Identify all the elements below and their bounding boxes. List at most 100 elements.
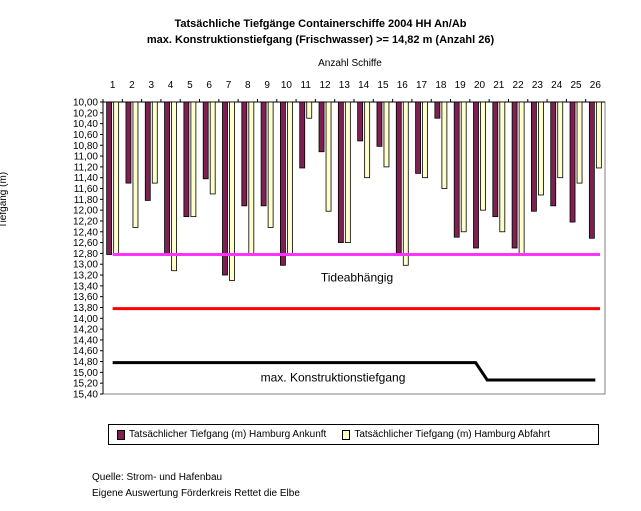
y-tick-label: 12,00: [73, 206, 98, 217]
bar-departure: [132, 101, 139, 228]
x-tick-label: 13: [339, 80, 351, 91]
bar-departure: [151, 101, 158, 184]
plot-area: [102, 101, 606, 395]
bar-departure: [190, 101, 197, 218]
x-tick-label: 8: [245, 80, 251, 91]
bar-arrival: [260, 101, 267, 207]
x-tick-label: 2: [129, 80, 135, 91]
x-tick-label: 9: [264, 80, 270, 91]
x-tick-label: 21: [493, 80, 505, 91]
legend-swatch-arrival: [117, 429, 125, 440]
bar-departure: [499, 101, 506, 233]
x-tick-label: 5: [187, 80, 193, 91]
bar-departure: [441, 101, 448, 189]
bar-arrival: [241, 101, 248, 207]
bar-departure: [364, 101, 371, 179]
bar-arrival: [318, 101, 325, 153]
source-note: Quelle: Strom- und Hafenbau: [92, 472, 223, 483]
x-tick-label: 26: [590, 80, 602, 91]
max-draft-label: max. Konstruktionstiefgang: [261, 371, 406, 385]
bar-arrival: [183, 101, 190, 218]
legend-label-arrival: Tatsächlicher Tiefgang (m) Hamburg Ankun…: [129, 429, 327, 440]
bar-departure: [113, 101, 120, 255]
x-tick-label: 15: [377, 80, 389, 91]
y-tick-label: 13,40: [73, 281, 98, 292]
x-tick-label: 17: [416, 80, 428, 91]
tide-line-label: Tideabhängig: [321, 270, 393, 284]
y-tick-label: 13,00: [73, 260, 98, 271]
y-tick-label: 14,80: [73, 357, 98, 368]
bar-arrival: [473, 101, 479, 249]
source-note-2: Eigene Auswertung Förderkreis Rettet die…: [92, 488, 300, 499]
bar-arrival: [550, 101, 557, 207]
max-draft-line: [112, 361, 596, 382]
x-tick-label: 12: [319, 80, 331, 91]
bar-arrival: [337, 101, 344, 243]
y-tick-label: 15,20: [73, 379, 98, 390]
x-tick-label: 14: [358, 80, 370, 91]
bar-arrival: [531, 101, 537, 212]
bar-arrival: [280, 101, 286, 266]
bar-arrival: [125, 101, 132, 184]
y-tick-label: 10,40: [73, 119, 98, 130]
y-tick-label: 10,80: [73, 141, 98, 152]
y-tick-label: 13,20: [73, 271, 98, 282]
y-tick-label: 12,40: [73, 227, 98, 238]
y-tick-label: 10,00: [73, 98, 98, 109]
y-tick-label: 11,80: [74, 195, 99, 206]
bar-departure: [287, 101, 293, 255]
bar-departure: [460, 101, 467, 233]
y-tick-label: 13,60: [73, 292, 98, 303]
y-tick-label: 15,00: [73, 368, 98, 379]
bar-departure: [383, 101, 390, 168]
bar-arrival: [164, 101, 170, 255]
bar-arrival: [453, 101, 460, 238]
bar-departure: [229, 101, 235, 281]
legend-swatch-departure: [342, 429, 351, 440]
x-tick-label: 19: [455, 80, 467, 91]
bar-arrival: [415, 101, 421, 174]
y-tick-label: 11,60: [74, 184, 99, 195]
y-tick-label: 11,20: [74, 162, 99, 173]
x-tick-label: 10: [281, 80, 293, 91]
y-tick-label: 11,00: [74, 152, 99, 163]
bar-departure: [422, 101, 428, 179]
x-tick-label: 18: [435, 80, 447, 91]
x-tick-label: 11: [301, 80, 312, 91]
bar-departure: [171, 101, 177, 272]
bar-arrival: [222, 101, 228, 276]
bar-departure: [518, 101, 525, 255]
x-tick-label: 20: [474, 80, 486, 91]
x-tick-label: 6: [206, 80, 212, 91]
bar-arrival: [106, 101, 113, 255]
y-tick-label: 12,80: [73, 249, 98, 260]
bar-departure: [576, 101, 583, 184]
bar-departure: [248, 101, 255, 255]
bar-arrival: [357, 101, 364, 142]
x-tick-label: 1: [110, 80, 116, 91]
bar-arrival: [492, 101, 499, 218]
bar-departure: [325, 101, 332, 212]
bar-departure: [595, 101, 602, 169]
bar-departure: [480, 101, 486, 211]
bar-arrival: [299, 101, 306, 169]
bar-departure: [267, 101, 274, 228]
x-tick-label: 7: [226, 80, 232, 91]
bar-departure: [209, 101, 216, 195]
x-axis-title: Anzahl Schiffe: [318, 58, 382, 69]
x-tick-label: 3: [148, 80, 154, 91]
legend-item-arrival: Tatsächlicher Tiefgang (m) Hamburg Ankun…: [117, 429, 326, 440]
bar-arrival: [376, 101, 383, 147]
bar-departure: [344, 101, 351, 243]
bar-departure: [306, 101, 313, 119]
legend-label-departure: Tatsächlicher Tiefgang (m) Hamburg Abfah…: [354, 429, 550, 440]
y-tick-label: 14,00: [73, 314, 98, 325]
y-tick-label: 10,20: [73, 108, 98, 119]
bar-departure: [402, 101, 409, 266]
y-tick-label: 12,60: [73, 238, 98, 249]
x-tick-label: 4: [168, 80, 174, 91]
bar-departure: [538, 101, 544, 196]
y-tick-label: 14,20: [73, 325, 98, 336]
bar-departure: [557, 101, 564, 179]
x-tick-label: 24: [551, 80, 563, 91]
